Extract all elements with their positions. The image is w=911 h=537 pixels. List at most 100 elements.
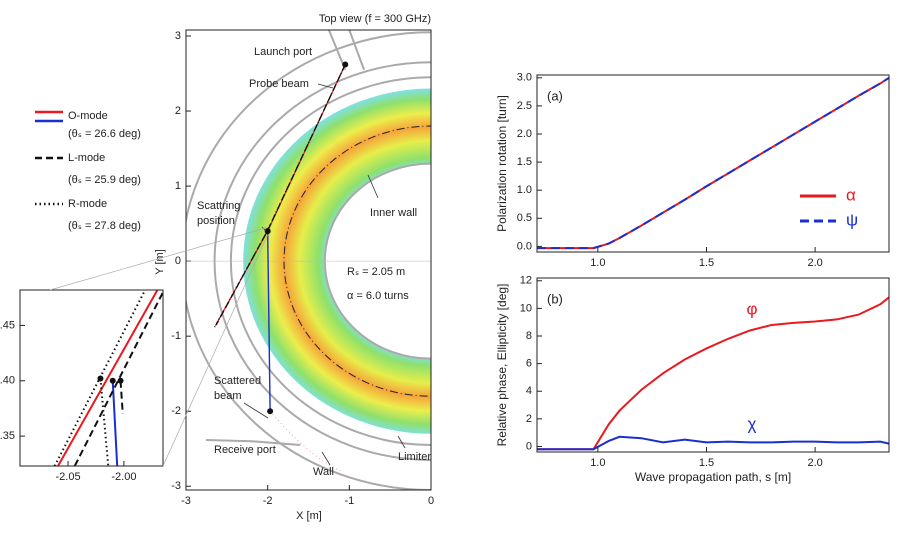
legend-label: R-mode <box>68 198 107 210</box>
annotation: Launch port <box>254 46 312 58</box>
y-tick-label: 0.0 <box>517 240 532 252</box>
leader <box>367 174 379 199</box>
legend-label: L-mode <box>68 152 105 164</box>
legend-label: α <box>846 185 856 204</box>
line <box>537 435 889 451</box>
leader <box>261 226 267 232</box>
point <box>342 61 349 68</box>
x-tick-label: 2.0 <box>807 257 822 269</box>
x-tick-label: 1.0 <box>590 457 605 469</box>
y-axis-label: Y [m] <box>154 249 166 274</box>
line <box>537 76 889 250</box>
line <box>57 290 159 466</box>
leader <box>321 451 331 466</box>
y-tick-label: 12 <box>520 275 532 287</box>
y-axis-label: Relative phase, Ellipticity [deg] <box>495 284 509 447</box>
annotation: Inner wall <box>370 207 417 219</box>
panel-label: (a) <box>547 88 563 103</box>
point <box>264 228 271 235</box>
line <box>111 380 119 466</box>
point <box>267 408 274 415</box>
y-tick-label: 8 <box>526 330 532 342</box>
annotation: position <box>197 215 235 227</box>
line <box>215 64 346 326</box>
y-tick-label: 2.0 <box>517 128 532 140</box>
y-tick-label: 3 <box>175 30 181 42</box>
leader <box>243 402 269 419</box>
x-tick-label: -2.00 <box>111 471 136 483</box>
plot-frame <box>185 29 432 491</box>
plot-frame <box>536 277 890 453</box>
inset-frame <box>19 289 164 467</box>
leader <box>397 435 406 449</box>
line <box>119 380 124 415</box>
annotation: Rₛ = 2.05 m <box>347 266 405 278</box>
y-tick-label: 1.0 <box>517 184 532 196</box>
line <box>537 296 889 451</box>
legend-label: ψ <box>846 210 858 229</box>
x-tick-label: 2.0 <box>807 457 822 469</box>
line <box>266 231 271 412</box>
y-tick-label: 0.5 <box>517 212 532 224</box>
annotation: Scattring <box>197 200 240 212</box>
y-tick-label: 0.35 <box>0 430 15 442</box>
y-tick-label: 1 <box>175 180 181 192</box>
zoom-line <box>49 227 268 291</box>
x-axis-label: X [m] <box>296 510 322 522</box>
y-tick-label: 0.40 <box>0 375 15 387</box>
legend-note: (θₛ = 26.6 deg) <box>68 128 141 140</box>
x-tick-label: -1 <box>344 495 354 507</box>
x-tick-label: -2 <box>263 495 273 507</box>
y-axis-label: Polarization rotation [turn] <box>495 95 509 232</box>
x-tick-label: 1.5 <box>699 457 714 469</box>
y-tick-label: 0.45 <box>0 319 15 331</box>
x-tick-label: 1.0 <box>590 257 605 269</box>
series-label: χ <box>748 414 757 433</box>
annotation: Receive port <box>214 444 276 456</box>
y-tick-label: 1.5 <box>517 156 532 168</box>
annotation: beam <box>214 390 242 402</box>
point <box>97 375 104 382</box>
x-tick-label: 1.5 <box>699 257 714 269</box>
legend-label: O-mode <box>68 110 108 122</box>
y-tick-label: 6 <box>526 358 532 370</box>
port-wall <box>348 29 365 71</box>
chart-title: Top view (f = 300 GHz) <box>319 13 431 25</box>
y-tick-label: 2 <box>175 105 181 117</box>
port-wall <box>327 29 347 71</box>
y-tick-label: 2 <box>526 413 532 425</box>
x-axis-label: Wave propagation path, s [m] <box>635 470 791 484</box>
line <box>99 378 110 466</box>
leader <box>317 83 334 89</box>
receive-path <box>269 410 342 472</box>
y-tick-label: 3.0 <box>517 72 532 84</box>
legend-note: (θₛ = 25.9 deg) <box>68 174 141 186</box>
plasma <box>243 88 431 434</box>
y-tick-label: -1 <box>171 330 181 342</box>
line <box>53 290 147 466</box>
port-wall <box>205 439 301 446</box>
x-tick-label: -2.05 <box>56 471 81 483</box>
y-tick-label: 10 <box>520 302 532 314</box>
point <box>109 377 116 384</box>
plot-frame <box>536 74 890 253</box>
y-tick-label: 2.5 <box>517 100 532 112</box>
point <box>117 377 124 384</box>
panel-label: (b) <box>547 291 563 306</box>
annotation: α = 6.0 turns <box>347 290 409 302</box>
annotation: Wall <box>313 466 334 478</box>
x-tick-label: 0 <box>428 495 434 507</box>
y-tick-label: -2 <box>171 405 181 417</box>
y-tick-label: 0 <box>175 255 181 267</box>
annotation: Probe beam <box>249 78 309 90</box>
y-tick-label: 4 <box>526 385 532 397</box>
y-tick-label: 0 <box>526 440 532 452</box>
annotation: Scattered <box>214 375 261 387</box>
line <box>537 76 889 250</box>
series-label: φ <box>746 299 757 318</box>
x-tick-label: -3 <box>181 495 191 507</box>
y-tick-label: -3 <box>171 480 181 492</box>
legend-note: (θₛ = 27.8 deg) <box>68 220 141 232</box>
zoom-line <box>162 234 268 467</box>
